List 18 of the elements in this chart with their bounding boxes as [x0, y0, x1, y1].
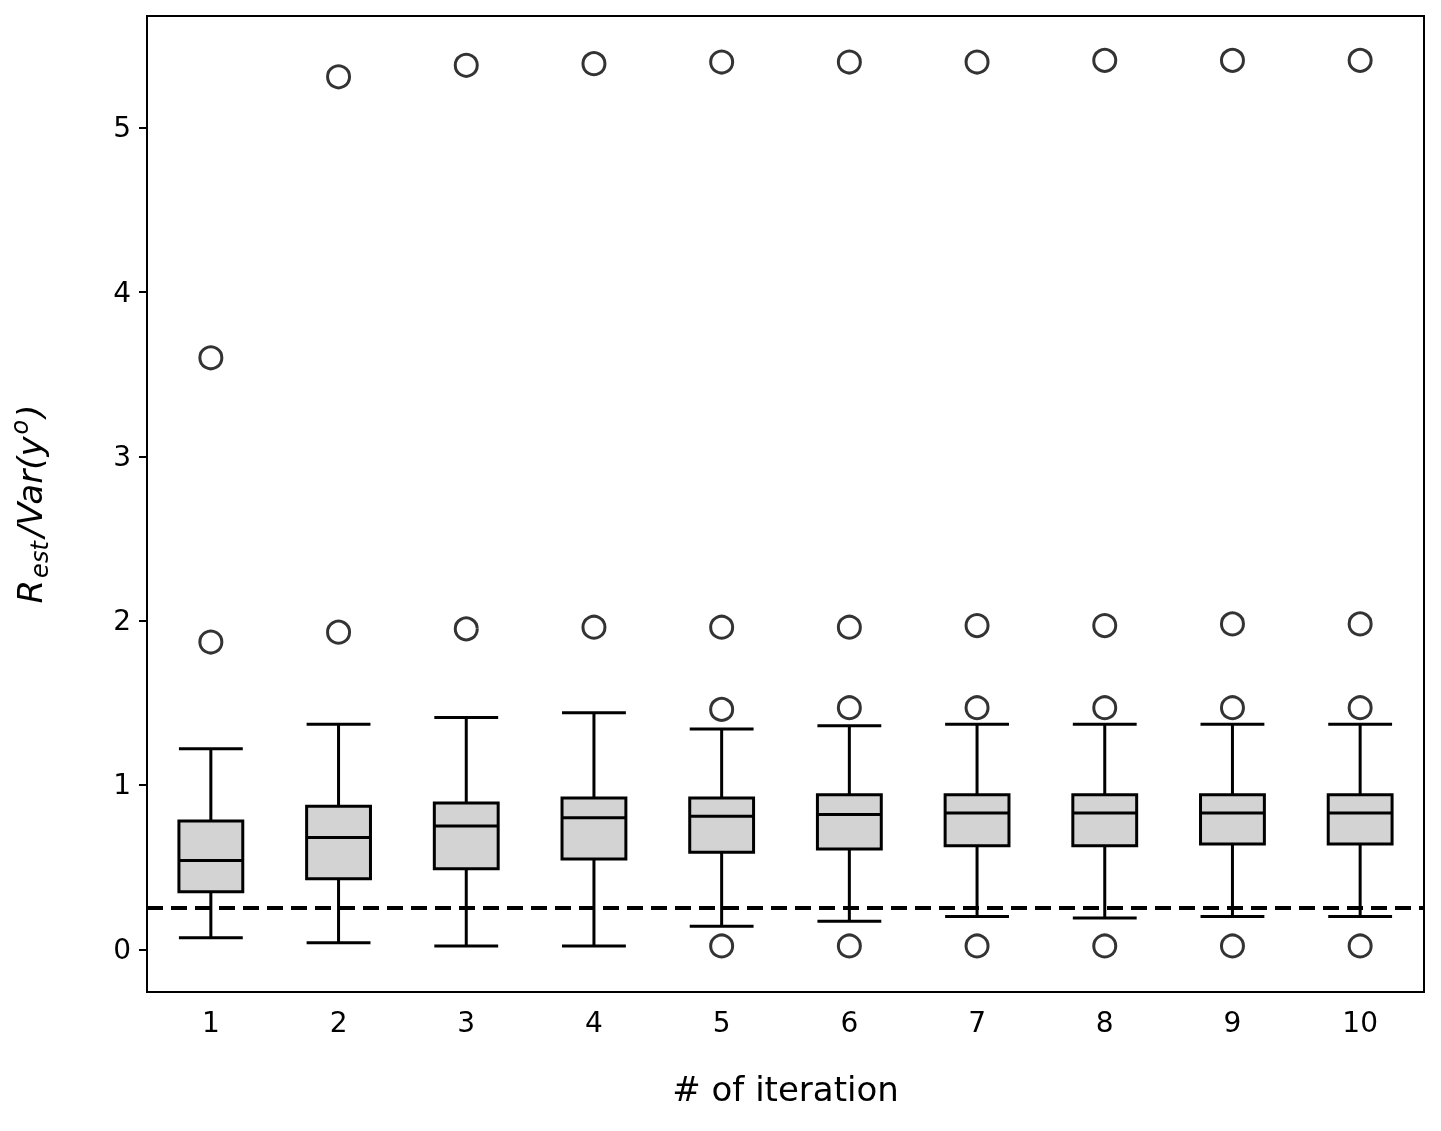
y-tick-label: 1	[113, 768, 131, 802]
x-tick-label: 5	[712, 1005, 731, 1039]
x-tick-label: 7	[968, 1005, 986, 1039]
x-tick-label: 3	[457, 1005, 476, 1039]
y-tick-label: 2	[113, 604, 131, 638]
y-tick-label: 3	[113, 439, 131, 473]
y-tick-label: 5	[113, 111, 131, 145]
y-tick-label: 4	[113, 275, 131, 309]
x-axis-title: # of iteration	[672, 1069, 899, 1109]
x-tick-label: 6	[840, 1005, 859, 1039]
x-tick-label: 1	[201, 1005, 220, 1039]
x-tick-label: 10	[1342, 1005, 1378, 1039]
x-tick-label: 9	[1223, 1005, 1242, 1039]
x-tick-label: 8	[1095, 1005, 1114, 1039]
x-tick-label: 4	[585, 1005, 603, 1039]
y-axis-title: Rest/Var(yo)	[6, 404, 54, 604]
x-tick-label: 2	[329, 1005, 348, 1039]
y-tick-label: 0	[113, 932, 131, 966]
